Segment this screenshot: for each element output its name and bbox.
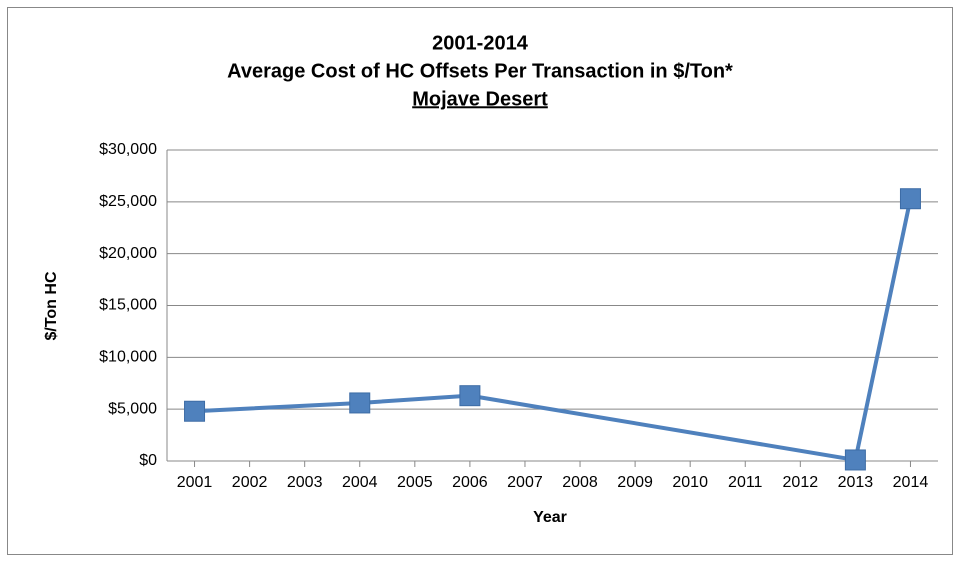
x-tick-label: 2012 [783,474,819,491]
x-tick-label: 2006 [452,474,488,491]
chart-subtitle: Mojave Desert [412,88,548,110]
x-tick-label: 2010 [672,474,708,491]
x-tick-label: 2007 [507,474,543,491]
y-tick-label: $30,000 [99,141,157,158]
x-tick-label: 2002 [232,474,268,491]
x-axis-title: Year [533,509,567,526]
x-tick-label: 2001 [177,474,213,491]
chart-title: 2001-2014 [432,32,529,54]
chart-title: Average Cost of HC Offsets Per Transacti… [227,60,733,82]
y-axis-title: $/Ton HC [43,271,60,340]
y-tick-label: $5,000 [108,400,157,417]
x-tick-label: 2008 [562,474,598,491]
x-tick-label: 2011 [728,474,763,491]
marker [184,400,206,422]
marker [899,188,921,210]
y-tick-label: $25,000 [99,193,157,210]
x-tick-label: 2013 [838,474,874,491]
y-tick-label: $15,000 [99,297,157,314]
x-tick-label: 2009 [617,474,653,491]
x-tick-label: 2003 [287,474,323,491]
y-tick-label: $10,000 [99,349,157,366]
x-tick-label: 2014 [893,474,929,491]
y-tick-label: $20,000 [99,245,157,262]
marker [459,385,481,407]
marker [349,392,371,414]
x-tick-label: 2004 [342,474,378,491]
chart-border [7,7,953,555]
marker [844,449,866,471]
y-tick-label: $0 [139,452,157,469]
x-tick-label: 2005 [397,474,433,491]
